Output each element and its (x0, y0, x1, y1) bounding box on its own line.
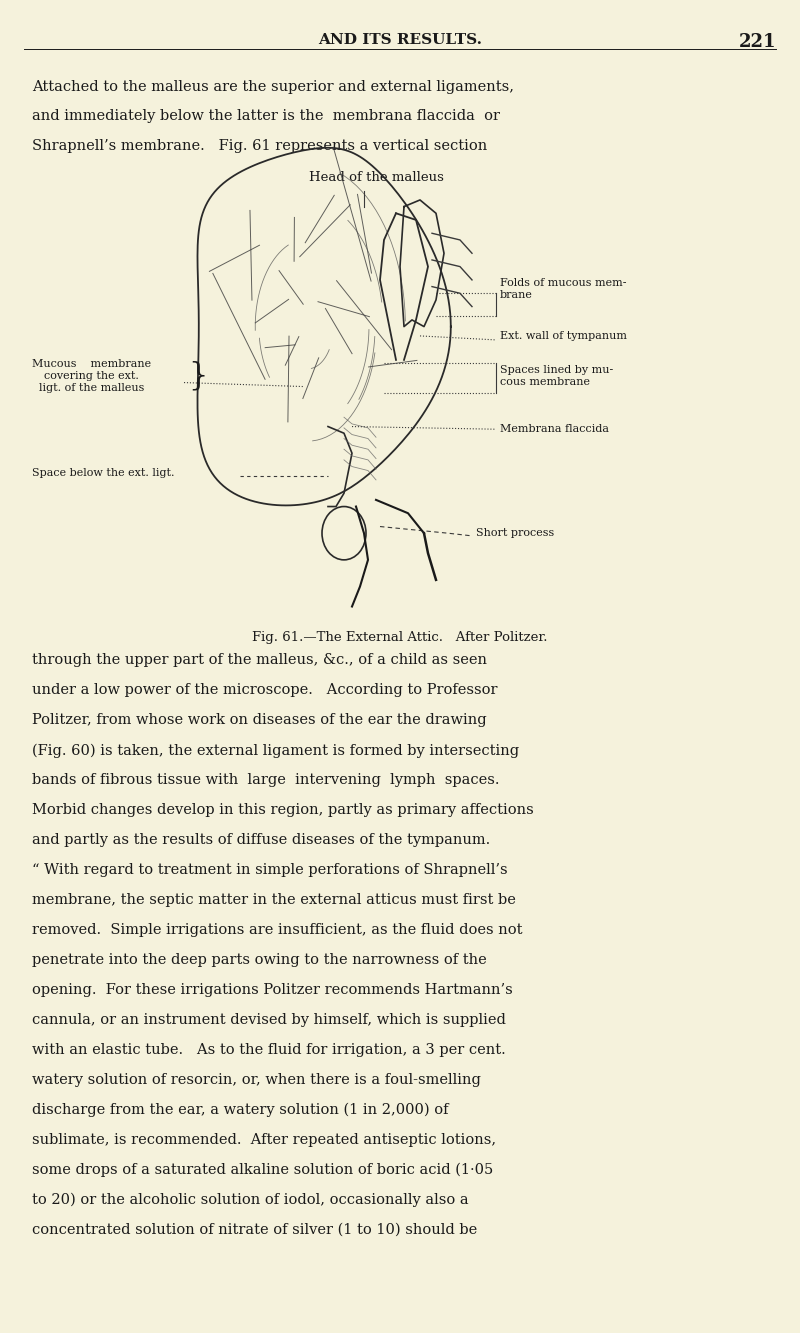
Text: Fig. 61.—The External Attic.   After Politzer.: Fig. 61.—The External Attic. After Polit… (252, 631, 548, 644)
Text: Space below the ext. ligt.: Space below the ext. ligt. (32, 468, 174, 479)
Text: Head of the malleus: Head of the malleus (309, 171, 443, 184)
Text: and partly as the results of diffuse diseases of the tympanum.: and partly as the results of diffuse dis… (32, 833, 490, 848)
Text: through the upper part of the malleus, &c., of a child as seen: through the upper part of the malleus, &… (32, 653, 487, 668)
Text: penetrate into the deep parts owing to the narrowness of the: penetrate into the deep parts owing to t… (32, 953, 486, 968)
Text: Shrapnell’s membrane.   Fig. 61 represents a vertical section: Shrapnell’s membrane. Fig. 61 represents… (32, 139, 487, 153)
Text: discharge from the ear, a watery solution (1 in 2,000) of: discharge from the ear, a watery solutio… (32, 1102, 449, 1117)
Text: removed.  Simple irrigations are insufficient, as the fluid does not: removed. Simple irrigations are insuffic… (32, 922, 522, 937)
Text: AND ITS RESULTS.: AND ITS RESULTS. (318, 33, 482, 48)
Text: Folds of mucous mem-
brane: Folds of mucous mem- brane (500, 279, 626, 300)
Text: watery solution of resorcin, or, when there is a foul-smelling: watery solution of resorcin, or, when th… (32, 1073, 481, 1088)
Text: Politzer, from whose work on diseases of the ear the drawing: Politzer, from whose work on diseases of… (32, 713, 486, 728)
Text: Ext. wall of tympanum: Ext. wall of tympanum (500, 331, 627, 341)
Text: Morbid changes develop in this region, partly as primary affections: Morbid changes develop in this region, p… (32, 802, 534, 817)
Ellipse shape (322, 507, 366, 560)
Text: to 20) or the alcoholic solution of iodol, occasionally also a: to 20) or the alcoholic solution of iodo… (32, 1193, 469, 1208)
Text: and immediately below the latter is the  membrana flaccida  or: and immediately below the latter is the … (32, 109, 500, 124)
Text: 221: 221 (738, 33, 776, 52)
Text: Attached to the malleus are the superior and external ligaments,: Attached to the malleus are the superior… (32, 80, 514, 95)
Text: bands of fibrous tissue with  large  intervening  lymph  spaces.: bands of fibrous tissue with large inter… (32, 773, 499, 788)
Text: Membrana flaccida: Membrana flaccida (500, 424, 609, 435)
Text: sublimate, is recommended.  After repeated antiseptic lotions,: sublimate, is recommended. After repeate… (32, 1133, 496, 1148)
Text: opening.  For these irrigations Politzer recommends Hartmann’s: opening. For these irrigations Politzer … (32, 984, 513, 997)
Text: }: } (188, 360, 207, 392)
Text: under a low power of the microscope.   According to Professor: under a low power of the microscope. Acc… (32, 682, 498, 697)
Text: “ With regard to treatment in simple perforations of Shrapnell’s: “ With regard to treatment in simple per… (32, 864, 508, 877)
Text: cannula, or an instrument devised by himself, which is supplied: cannula, or an instrument devised by him… (32, 1013, 506, 1028)
Text: with an elastic tube.   As to the fluid for irrigation, a 3 per cent.: with an elastic tube. As to the fluid fo… (32, 1042, 506, 1057)
Text: Short process: Short process (476, 528, 554, 539)
Text: Mucous    membrane
covering the ext.
ligt. of the malleus: Mucous membrane covering the ext. ligt. … (32, 360, 151, 392)
Text: (Fig. 60) is taken, the external ligament is formed by intersecting: (Fig. 60) is taken, the external ligamen… (32, 744, 519, 757)
Text: membrane, the septic matter in the external atticus must first be: membrane, the septic matter in the exter… (32, 893, 516, 908)
Text: concentrated solution of nitrate of silver (1 to 10) should be: concentrated solution of nitrate of silv… (32, 1224, 478, 1237)
Text: some drops of a saturated alkaline solution of boric acid (1·05: some drops of a saturated alkaline solut… (32, 1162, 494, 1177)
Text: Spaces lined by mu-
cous membrane: Spaces lined by mu- cous membrane (500, 365, 614, 387)
FancyBboxPatch shape (144, 167, 656, 620)
